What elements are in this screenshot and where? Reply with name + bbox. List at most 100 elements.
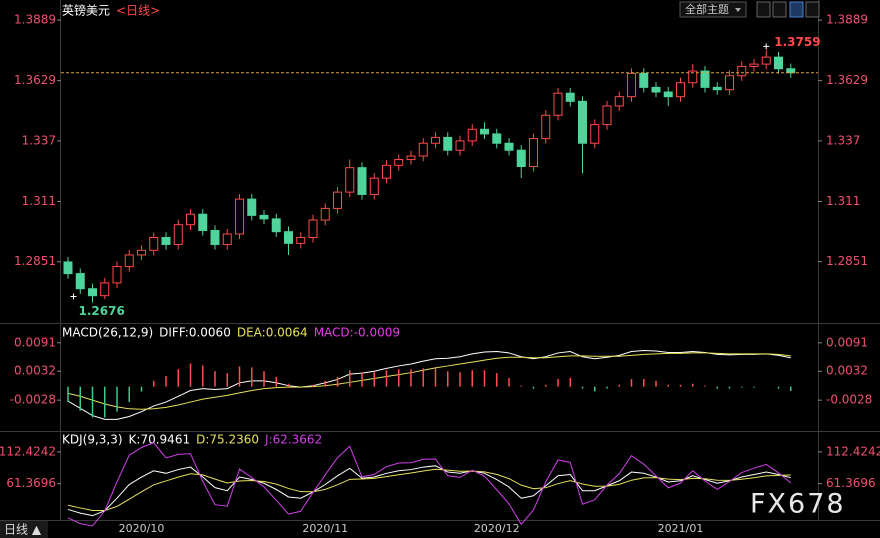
candle-body [124,254,134,268]
candle-body [688,70,698,84]
y-tick-label-right: 61.3696 [826,476,876,490]
candle-body [443,136,453,151]
y-tick-label-left: 1.311 [22,194,56,208]
candle-body [480,128,489,135]
tool-icon[interactable] [756,1,771,18]
period-selector-label[interactable]: 日线 ▲ [4,523,42,537]
y-tick-label-right: 1.3629 [826,73,868,87]
plot: 1.2851 1.2851 1.311 1.311 1.337 1.337 1.3629 1.… [0,3,880,536]
candle-body [210,230,220,245]
period-selector[interactable] [0,521,48,538]
candle-body [516,149,526,168]
candle-body [259,214,269,220]
candle-body [222,233,232,245]
indicator-line [67,468,791,512]
legend-entry: MACD:-0.0009 [314,326,400,340]
y-tick-label-left: -0.0028 [10,393,56,407]
candle-body [602,105,612,126]
candle-body [786,68,796,74]
x-tick-label: 2020/12 [474,522,520,535]
y-tick-label-left: 0.0032 [14,364,56,378]
y-tick-label-left: 1.3629 [14,73,56,87]
y-tick-label-right: 0.0032 [826,364,868,378]
watermark: FX678 [750,489,846,520]
candle-body [137,249,146,256]
y-tick-label-right: -0.0028 [826,393,872,407]
candle-body [186,213,195,226]
candle-body [492,133,502,144]
legend-entry: J:62.3662 [264,433,322,447]
candle-body [676,82,685,98]
candle-body [590,124,600,144]
candle-body [161,237,171,245]
y-tick-label-left: 1.2851 [14,254,56,268]
low-label: 1.2676 [79,304,125,318]
candle-body [553,92,563,116]
candle-body [112,266,122,284]
y-tick-label-right: 1.2851 [826,254,868,268]
y-tick-label-right: 1.3889 [826,13,868,27]
candle-body [75,273,85,290]
candle-body [663,91,673,98]
candle-body [774,56,783,70]
x-tick-label: 2021/01 [658,522,704,535]
candle-body [308,219,318,239]
panel-title: KDJ(9,3,3) [62,433,123,447]
legend-entry: D:75.2360 [196,433,259,447]
candle-body [320,207,330,221]
candle-body [345,167,355,193]
y-tick-label-left: 1.337 [22,133,56,147]
candle-body [394,159,404,166]
indicator-line [67,465,791,517]
candle-body [284,231,293,244]
y-tick-label-right: 1.311 [826,194,860,208]
candle-body [88,288,97,297]
tool-icon[interactable] [805,1,820,18]
candle-body [541,114,551,140]
candle-body [467,128,477,142]
chart-title: 英镑美元 [62,3,110,18]
candle-body [737,65,747,77]
tool-icon[interactable] [772,1,787,18]
candle-body [700,70,710,88]
high-label: 1.3759 [774,35,820,49]
dropdown-arrow [735,8,741,12]
y-tick-label-right: 1.337 [826,133,860,147]
candle-body [504,142,514,151]
candle-body [712,86,722,91]
candle-body [578,100,587,144]
candle-body [63,261,73,275]
candle-body [357,167,367,195]
indicator-line [67,350,791,420]
candle-body [761,56,771,65]
indicator-line [67,352,791,410]
legend-entry: DIFF:0.0060 [159,326,231,340]
y-tick-label-left: 61.3696 [6,476,56,490]
indicator-line [67,442,792,527]
legend-entry: K:70.9461 [129,433,191,447]
candle-body [529,138,538,168]
candle-body [749,63,759,67]
candle-body [333,191,342,209]
candle-body [198,213,208,232]
candle-body [100,282,110,297]
y-tick-label-right: 0.0091 [826,335,868,349]
y-tick-label-left: 0.0091 [14,335,56,349]
legend-entry: DEA:0.0064 [237,326,308,340]
candle-body [565,92,575,102]
y-tick-label-right: 112.4242 [826,444,880,458]
chart-period: <日线> [116,4,160,18]
high-marker [763,43,770,50]
candle-body [431,136,440,144]
x-tick-label: 2020/10 [119,522,165,535]
candle-body [382,164,391,179]
theme-button-label[interactable]: 全部主题 [685,2,729,16]
panel-title: MACD(26,12,9) [62,326,153,340]
candle-body [725,75,734,91]
theme-button[interactable] [679,1,747,18]
tool-icon[interactable] [789,1,804,18]
candle-body [235,198,244,235]
candle-body [149,237,159,251]
